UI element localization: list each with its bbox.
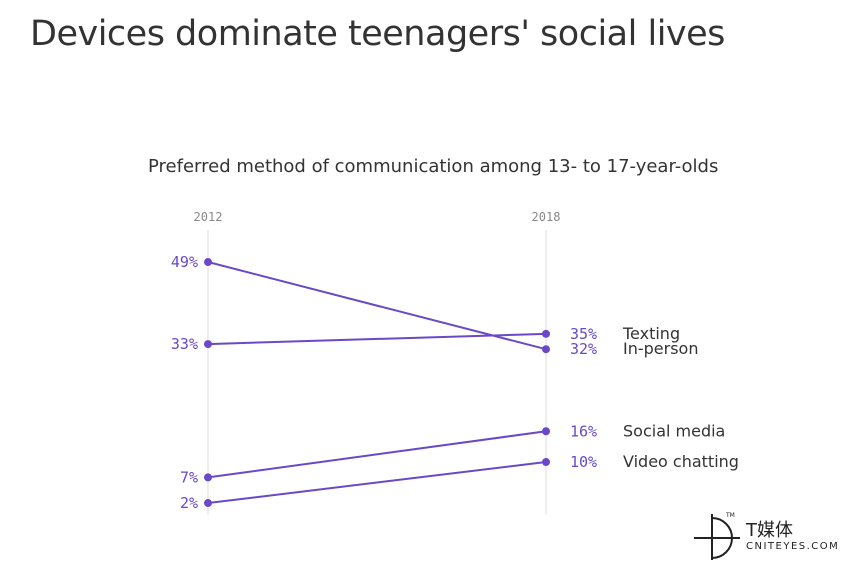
value-label-video-chatting-2018: 10% <box>570 453 597 471</box>
value-label-social-media-2012: 7% <box>180 468 198 486</box>
point-social-media-2018 <box>542 427 550 436</box>
year-label-2018: 2018 <box>532 210 561 224</box>
chart-title: Preferred method of communication among … <box>148 156 719 177</box>
series-line-video-chatting <box>207 461 547 505</box>
value-label-video-chatting-2012: 2% <box>180 494 198 512</box>
point-video-chatting-2018 <box>542 458 550 467</box>
value-label-texting-2018: 35% <box>570 325 597 343</box>
value-label-texting-2012: 33% <box>171 335 198 353</box>
series-name-video-chatting: Video chatting <box>623 452 739 471</box>
watermark: T媒体 CNITEYES.COM TM <box>692 512 840 562</box>
watermark-trademark: TM <box>726 512 735 519</box>
series-name-social-media: Social media <box>623 421 725 440</box>
page-title: Devices dominate teenagers' social lives <box>30 14 725 54</box>
point-texting-2012 <box>204 340 212 349</box>
value-label-social-media-2018: 16% <box>570 422 597 440</box>
series-line-in-person <box>207 261 547 351</box>
series-line-social-media <box>207 430 547 479</box>
series-name-texting: Texting <box>622 324 680 343</box>
value-label-in-person-2018: 32% <box>570 340 597 358</box>
watermark-en-text: CNITEYES.COM <box>746 541 840 552</box>
point-social-media-2012 <box>204 473 212 482</box>
value-label-in-person-2012: 49% <box>171 253 198 271</box>
watermark-logo-icon <box>694 514 740 560</box>
point-video-chatting-2012 <box>204 499 212 508</box>
watermark-cn-text: T媒体 <box>746 520 793 541</box>
point-texting-2018 <box>542 329 550 338</box>
year-label-2012: 2012 <box>194 210 223 224</box>
series-name-in-person: In-person <box>623 339 698 358</box>
point-in-person-2018 <box>542 345 550 354</box>
point-in-person-2012 <box>204 258 212 267</box>
